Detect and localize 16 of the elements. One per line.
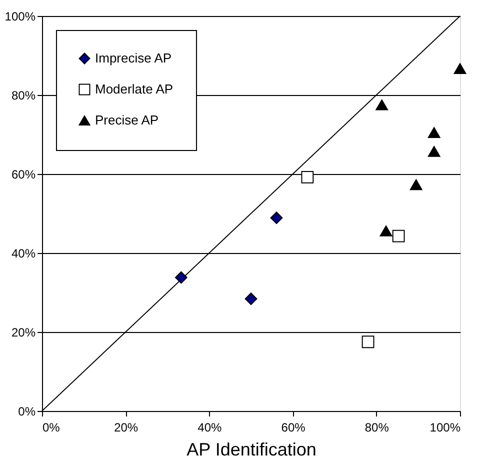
- x-tick-label: 80%: [364, 420, 390, 434]
- y-tick-label: 80%: [11, 88, 36, 102]
- legend-label: Precise AP: [95, 112, 159, 128]
- x-tick-label: 60%: [281, 420, 306, 434]
- x-axis-title: AP Identification: [186, 440, 316, 460]
- y-tick-label: 20%: [11, 326, 36, 340]
- y-tick-label: 40%: [11, 246, 36, 260]
- y-tick-label: 60%: [11, 168, 36, 182]
- x-tick-label: 40%: [198, 420, 222, 434]
- x-tick-label: 20%: [114, 420, 138, 434]
- legend-label: Imprecise AP: [95, 50, 172, 66]
- x-tick-label: 100%: [430, 420, 461, 434]
- y-tick-label: 0%: [18, 404, 36, 418]
- legend-label: Moderlate AP: [95, 82, 174, 96]
- x-tick-label: 0%: [42, 420, 60, 434]
- y-tick-label: 100%: [4, 10, 36, 24]
